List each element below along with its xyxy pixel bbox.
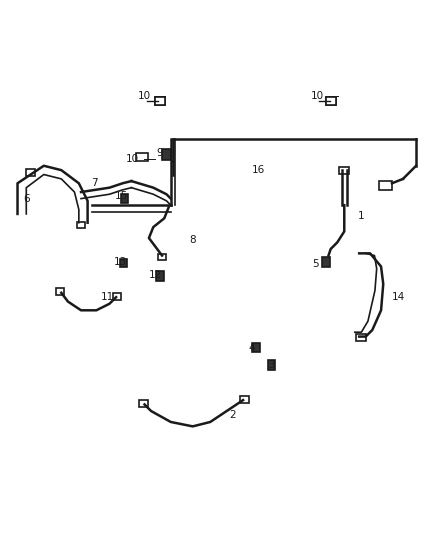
- Bar: [113, 293, 121, 300]
- Text: 10: 10: [138, 91, 151, 101]
- Text: 12: 12: [149, 270, 162, 280]
- Text: 6: 6: [23, 193, 30, 204]
- Text: 11: 11: [101, 292, 114, 302]
- Text: 4: 4: [248, 343, 255, 352]
- Bar: [326, 98, 336, 106]
- Text: 1: 1: [358, 211, 365, 221]
- Bar: [339, 167, 349, 174]
- Text: 7: 7: [91, 178, 98, 188]
- Bar: [136, 152, 148, 161]
- Bar: [139, 400, 148, 407]
- Text: 8: 8: [189, 235, 196, 245]
- Text: 10: 10: [126, 154, 139, 164]
- Bar: [379, 181, 392, 190]
- Text: 3: 3: [268, 360, 275, 370]
- Bar: [158, 254, 166, 260]
- Bar: [356, 334, 366, 341]
- Bar: [162, 149, 171, 160]
- Text: 15: 15: [115, 191, 128, 201]
- Text: 14: 14: [392, 292, 405, 302]
- Bar: [120, 259, 127, 267]
- Bar: [268, 360, 276, 370]
- Bar: [121, 194, 128, 203]
- Bar: [77, 222, 85, 228]
- Bar: [240, 397, 249, 403]
- Bar: [156, 271, 164, 281]
- Text: 5: 5: [312, 260, 319, 269]
- Bar: [326, 98, 336, 106]
- Bar: [26, 169, 35, 175]
- Bar: [56, 288, 64, 295]
- Text: 10: 10: [311, 91, 324, 101]
- Text: 16: 16: [252, 165, 265, 175]
- Text: 13: 13: [114, 257, 127, 267]
- Text: 9: 9: [156, 148, 163, 158]
- Bar: [155, 98, 165, 106]
- Bar: [155, 98, 165, 106]
- Bar: [322, 257, 330, 267]
- Text: 2: 2: [229, 410, 236, 421]
- Bar: [252, 343, 260, 352]
